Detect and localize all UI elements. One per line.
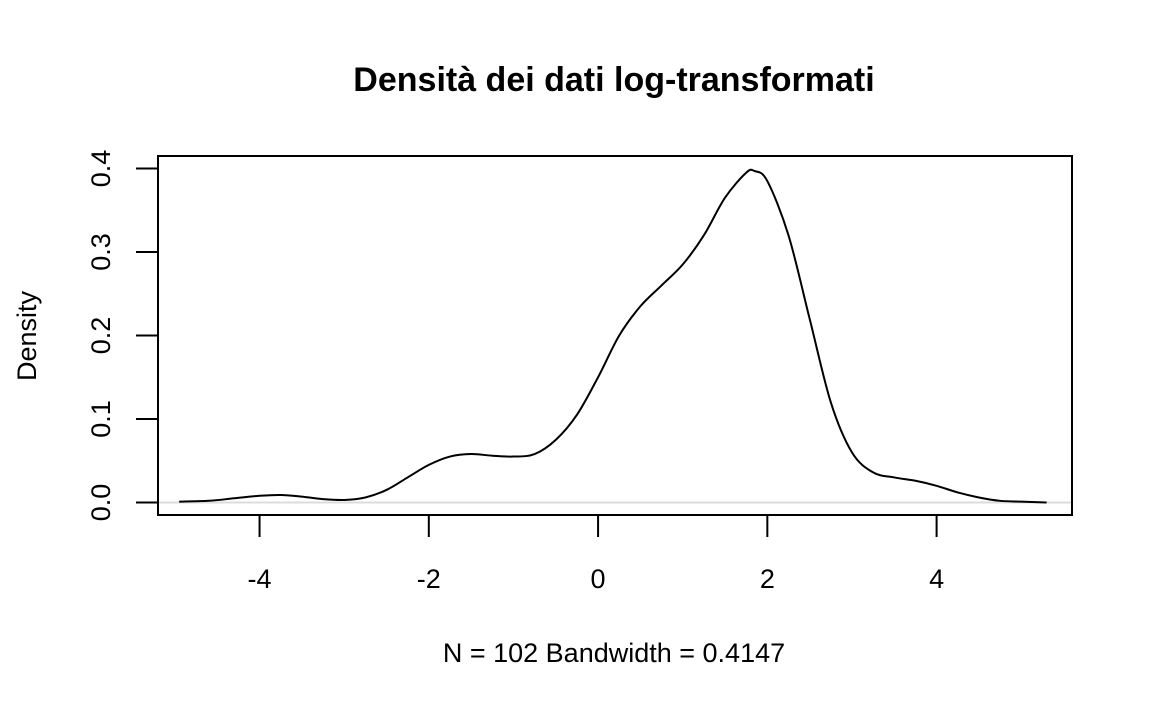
- x-axis-label: N = 102 Bandwidth = 0.4147: [443, 638, 785, 668]
- y-axis: 0.0 0.1 0.2 0.3 0.4: [86, 150, 159, 522]
- x-tick-label: 4: [929, 564, 944, 594]
- chart-title: Densità dei dati log-transformati: [353, 61, 874, 99]
- x-tick-label: -2: [417, 564, 441, 594]
- x-tick-label: -4: [248, 564, 272, 594]
- y-tick-label: 0.4: [86, 150, 116, 188]
- y-tick-label: 0.0: [86, 484, 116, 522]
- y-axis-label: Density: [12, 290, 42, 381]
- y-tick-label: 0.2: [86, 317, 116, 355]
- density-curve: [179, 168, 1047, 504]
- plot-box: [157, 155, 1073, 516]
- plot-area: [157, 155, 1073, 516]
- x-axis: -4 -2 0 2 4: [248, 514, 944, 594]
- y-tick-label: 0.1: [86, 400, 116, 438]
- y-tick-label: 0.3: [86, 233, 116, 271]
- x-tick-label: 2: [760, 564, 775, 594]
- x-tick-label: 0: [591, 564, 606, 594]
